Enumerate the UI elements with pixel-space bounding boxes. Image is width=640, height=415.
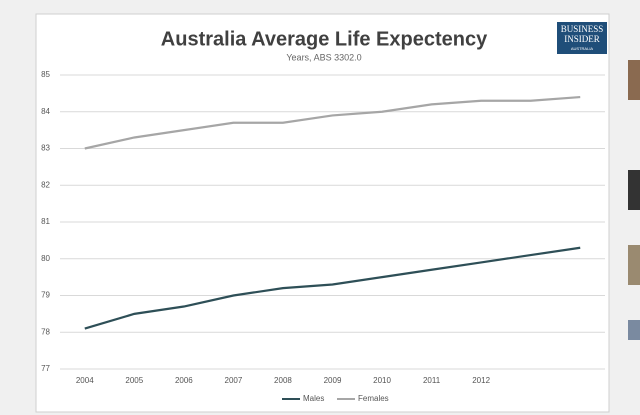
series-line [84,246,581,330]
x-tick-label: 2009 [324,376,342,385]
x-tick-label: 2006 [175,376,193,385]
legend-label: Females [358,394,389,403]
y-tick-label: 84 [41,107,50,116]
y-tick-label: 79 [41,291,50,300]
y-tick-label: 85 [41,70,50,79]
y-tick-label: 83 [41,144,50,153]
logo-text: AUSTRALIA [571,46,594,51]
chart-frame [35,13,610,413]
logo-text: BUSINESS [561,24,604,34]
side-thumbnail [628,60,640,100]
series-line [84,95,581,150]
x-tick-label: 2005 [125,376,143,385]
x-tick-label: 2008 [274,376,292,385]
chart-title: Australia Average Life Expectency [161,28,488,50]
chart-subtitle: Years, ABS 3302.0 [286,52,361,62]
side-thumbnail [628,320,640,340]
x-tick-label: 2007 [225,376,243,385]
y-tick-label: 81 [41,217,50,226]
logo-box [557,22,607,54]
y-tick-label: 77 [41,364,50,373]
x-tick-label: 2004 [76,376,94,385]
y-tick-label: 80 [41,254,50,263]
x-tick-label: 2012 [472,376,490,385]
legend-label: Males [303,394,324,403]
y-tick-label: 82 [41,180,50,189]
x-tick-label: 2011 [423,376,441,385]
side-thumbnail [628,170,640,210]
logo-text: INSIDER [564,34,600,44]
side-thumbnail [628,245,640,285]
y-tick-label: 78 [41,327,50,336]
x-tick-label: 2010 [373,376,391,385]
